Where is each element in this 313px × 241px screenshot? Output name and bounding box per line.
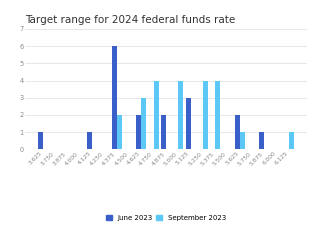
Bar [141,98,146,149]
Bar [112,46,117,149]
Bar [203,80,208,149]
Legend: June 2023, September 2023: June 2023, September 2023 [106,215,226,221]
Bar [178,80,183,149]
Bar [136,115,141,149]
Text: Target range for 2024 federal funds rate: Target range for 2024 federal funds rate [25,15,235,25]
Bar [215,80,220,149]
Bar [117,115,121,149]
Bar [289,132,294,149]
Bar [161,115,166,149]
Bar [38,132,43,149]
Bar [186,98,191,149]
Bar [240,132,245,149]
Bar [235,115,240,149]
Bar [259,132,264,149]
Bar [154,80,158,149]
Bar [87,132,92,149]
